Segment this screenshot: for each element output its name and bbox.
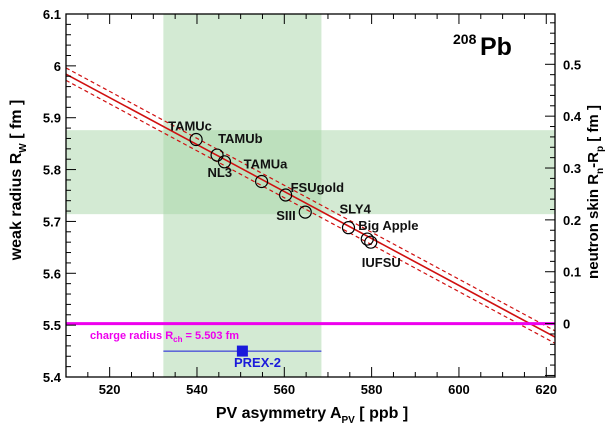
model-label: TAMUc <box>168 118 212 133</box>
axes: 520 540 560 580 600 620 5.4 5.5 5.6 5.7 5.8 5.9 6 6.1… <box>43 7 582 397</box>
y-tick-label: 5.7 <box>43 214 61 229</box>
prex2-point <box>236 345 248 357</box>
y-tick-label: 6.1 <box>43 7 61 22</box>
model-label: Big Apple <box>358 218 418 233</box>
y-tick-label: 5.4 <box>43 370 62 385</box>
model-point <box>189 132 203 147</box>
y-tick-label: 5.6 <box>43 266 61 281</box>
y-tick-label: 5.8 <box>43 163 61 178</box>
model-point <box>298 205 312 219</box>
y-tick-label: 5.5 <box>43 318 61 333</box>
shaded-bands <box>66 14 555 377</box>
y-axis-label: weak radius RW [ fm ] <box>8 100 29 262</box>
y2-tick-label: 0.4 <box>563 109 582 124</box>
y2-tick-label: 0.5 <box>563 57 581 72</box>
x-tick-label: 520 <box>99 382 121 397</box>
fit-upper-band <box>65 67 556 332</box>
x-tick-label: 600 <box>448 382 470 397</box>
y2-tick-label: 0.1 <box>563 265 581 280</box>
model-label: IUFSU <box>362 255 401 270</box>
model-point <box>364 235 378 249</box>
x-tick-label: 560 <box>273 382 295 397</box>
plot-frame <box>65 13 556 378</box>
vertical-band <box>163 14 322 377</box>
y2-axis-label: neutron skin Rn-Rp [ fm ] <box>585 105 606 279</box>
y2-tick-label: 0.2 <box>563 213 581 228</box>
nucleus-mass-number: 208 <box>453 31 477 47</box>
y-tick-label: 5.9 <box>43 111 61 126</box>
x-tick-label: 620 <box>535 382 557 397</box>
y-tick-label: 6 <box>54 59 61 74</box>
model-label: TAMUa <box>244 156 289 171</box>
fit-line <box>65 73 556 338</box>
fit-line-group <box>65 67 556 344</box>
y2-tick-label: 0.3 <box>563 161 581 176</box>
model-point <box>210 148 224 162</box>
nucleus-symbol: Pb <box>480 33 512 61</box>
charge-radius-label: charge radius Rch = 5.503 fm <box>90 330 239 344</box>
model-point <box>279 188 293 202</box>
model-point <box>360 232 374 246</box>
x-axis-label: PV asymmetry APV [ ppb ] <box>216 405 408 426</box>
prex2-label: PREX-2 <box>234 355 281 370</box>
model-label: NL3 <box>207 165 232 180</box>
model-label: SLY4 <box>339 202 371 217</box>
model-label: FSUgold <box>291 180 344 195</box>
x-tick-label: 540 <box>186 382 208 397</box>
x-tick-label: 580 <box>361 382 383 397</box>
y2-tick-label: 0 <box>563 317 570 332</box>
prex2-group <box>163 345 322 357</box>
model-label: SIII <box>276 208 296 223</box>
fit-lower-band <box>65 79 556 344</box>
model-point <box>217 155 232 169</box>
model-point <box>341 221 356 235</box>
model-point <box>255 174 269 189</box>
model-label: TAMUb <box>218 131 263 146</box>
